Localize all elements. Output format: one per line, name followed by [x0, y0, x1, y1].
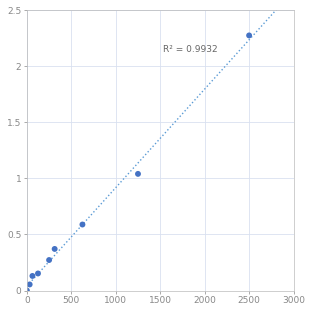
Text: R² = 0.9932: R² = 0.9932	[163, 45, 217, 54]
Point	[46, 257, 51, 262]
Point	[80, 222, 85, 227]
Point	[24, 288, 29, 293]
Point	[27, 282, 32, 287]
Point	[36, 271, 41, 276]
Point	[246, 33, 251, 38]
Point	[52, 246, 57, 251]
Point	[135, 171, 140, 176]
Point	[30, 273, 35, 278]
